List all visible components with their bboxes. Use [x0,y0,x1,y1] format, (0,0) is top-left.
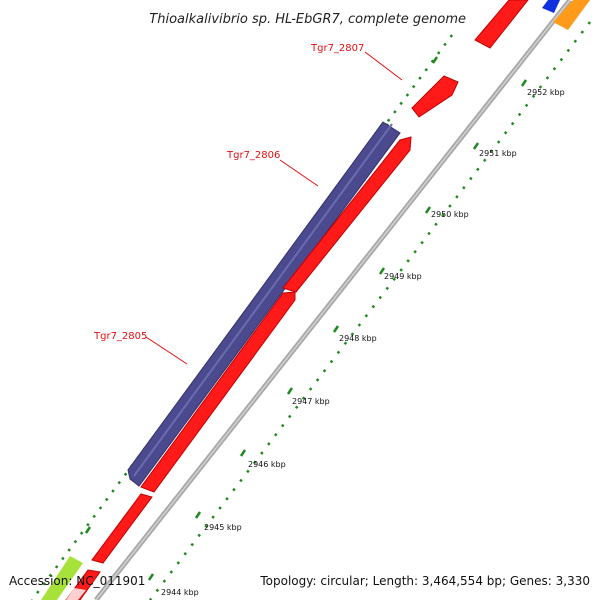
scale-tick-row-major [147,79,528,581]
scale-label: 2949 kbp [384,272,422,281]
gene-label-tgr7-2805[interactable]: Tgr7_2805 [93,331,147,342]
gene-tgr7-2806-arrow[interactable] [127,121,401,487]
feature-green-bottom[interactable] [41,556,83,600]
gene-label-tgr7-2807[interactable]: Tgr7_2807 [310,43,364,54]
gene-tgr7-2805-arrow[interactable] [140,291,296,493]
scale-label: 2951 kbp [479,149,517,158]
label-leaders [145,51,403,365]
genome-title: Thioalkalivibrio sp. HL-EbGR7, complete … [149,12,466,27]
scale-label: 2944 kbp [161,588,199,597]
topology-text: Topology: circular; Length: 3,464,554 bp… [259,574,590,588]
scale-label: 2946 kbp [248,460,286,469]
scale-label: 2945 kbp [204,523,242,532]
genome-backbone [94,0,572,600]
accession-text: Accession: NC_011901 [9,574,145,588]
scale-label: 2950 kbp [431,210,469,219]
scale-label: 2952 kbp [527,88,565,97]
gene-forward-top-arrow[interactable] [474,0,529,49]
scale-label: 2948 kbp [339,334,377,343]
gene-tgr7-2807-arrow[interactable] [411,75,459,118]
gene-forward-bottom-arrow[interactable] [65,569,101,600]
feature-orange-top[interactable] [553,0,590,30]
scale-tick-row [149,21,591,600]
gene-tgr7-2806b-arrow[interactable] [282,136,412,293]
feature-blue-top[interactable] [542,0,560,13]
scale-label: 2947 kbp [292,397,330,406]
gene-forward-lower-arrow[interactable] [91,493,153,564]
gene-label-tgr7-2806[interactable]: Tgr7_2806 [226,150,280,161]
